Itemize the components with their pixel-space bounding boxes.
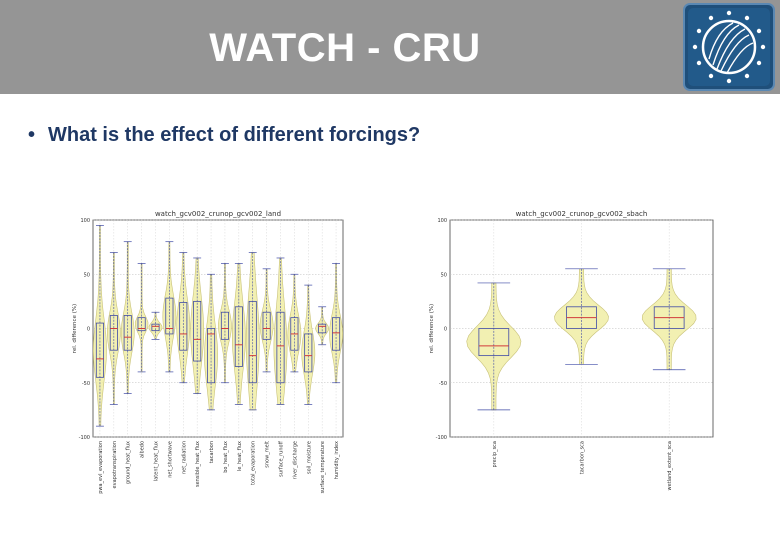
violin-body: [466, 282, 522, 411]
box-iqr: [95, 322, 104, 378]
y-tick-label: 100: [437, 218, 447, 224]
x-tick-label: wetland_extent_sca: [667, 441, 673, 490]
violin-chart-sbach: watch_gcv002_crunop_gcv002_sbach rel. dif…: [429, 210, 714, 490]
y-tick-label: 50: [441, 272, 447, 278]
box-iqr: [262, 311, 271, 340]
violin-body: [641, 268, 697, 370]
slide-title: WATCH - CRU: [209, 26, 481, 70]
x-tick-label: surface_runoff: [279, 440, 285, 476]
x-tick-label: tacarbon: [209, 441, 215, 463]
box-iqr: [165, 297, 174, 335]
x-tick-label: tacarbon_sca: [580, 441, 586, 474]
violin-chart-land: watch_gcv002_crunop_gcv002_land rel. diff…: [72, 210, 344, 494]
y-axis-label: rel. difference (%): [429, 304, 435, 353]
x-tick-label: net_radiation: [181, 441, 187, 474]
y-tick-label: -50: [439, 381, 447, 387]
box-iqr: [137, 317, 146, 332]
box-iqr: [318, 323, 327, 334]
y-tick-label: 0: [444, 327, 447, 333]
x-tick-label: sensible_heat_flux: [195, 441, 201, 487]
globe-icon: [683, 3, 775, 91]
x-tick-label: pwa_evl_evaporation: [98, 441, 104, 494]
box-iqr: [220, 311, 229, 340]
box-iqr: [332, 317, 341, 351]
y-tick-label: 100: [80, 218, 90, 224]
y-axis-label: rel. difference (%): [72, 304, 78, 353]
chart-title: watch_gcv002_crunop_gcv002_land: [155, 210, 281, 218]
x-tick-label: total_evaporation: [251, 441, 257, 485]
box-iqr: [478, 328, 510, 357]
box-iqr: [151, 323, 160, 332]
y-tick-label: 0: [87, 327, 90, 333]
box-iqr: [193, 300, 202, 362]
y-tick-label: -50: [82, 381, 90, 387]
box-iqr: [109, 315, 118, 351]
x-tick-label: le_heat_flux: [237, 441, 243, 471]
y-tick-label: 50: [84, 272, 90, 278]
x-tick-label: snow_melt: [265, 441, 271, 468]
x-tick-label: surface_temperature: [320, 441, 326, 493]
bullet-item: • What is the effect of different forcing…: [28, 124, 420, 147]
title-bar: WATCH - CRU: [0, 0, 780, 94]
box-iqr: [304, 333, 313, 373]
box-iqr: [123, 315, 132, 351]
box-iqr: [207, 328, 216, 384]
x-tick-label: latent_heat_flux: [154, 441, 160, 481]
x-tick-label: humidity_index: [334, 441, 340, 479]
box-iqr: [276, 311, 285, 384]
box-iqr: [248, 300, 257, 384]
bullet-dot: •: [28, 124, 36, 146]
x-tick-label: bo_heat_flux: [223, 441, 229, 473]
x-tick-label: net_shortwave: [167, 441, 173, 478]
x-tick-label: ground_heat_flux: [126, 441, 132, 484]
x-tick-label: river_discharge: [292, 441, 298, 479]
box-iqr: [179, 302, 188, 351]
x-tick-label: albedo: [140, 441, 146, 458]
chart-title: watch_gcv002_crunop_gcv002_sbach: [516, 210, 648, 218]
box-iqr: [234, 306, 243, 367]
bullet-text: What is the effect of different forcings…: [48, 124, 421, 146]
y-tick-label: -100: [79, 435, 90, 441]
x-tick-label: evapotranspiration: [112, 441, 118, 488]
x-tick-label: soil_moisture: [306, 441, 312, 474]
x-tick-label: precip_sca: [492, 441, 498, 467]
y-tick-label: -100: [436, 435, 447, 441]
